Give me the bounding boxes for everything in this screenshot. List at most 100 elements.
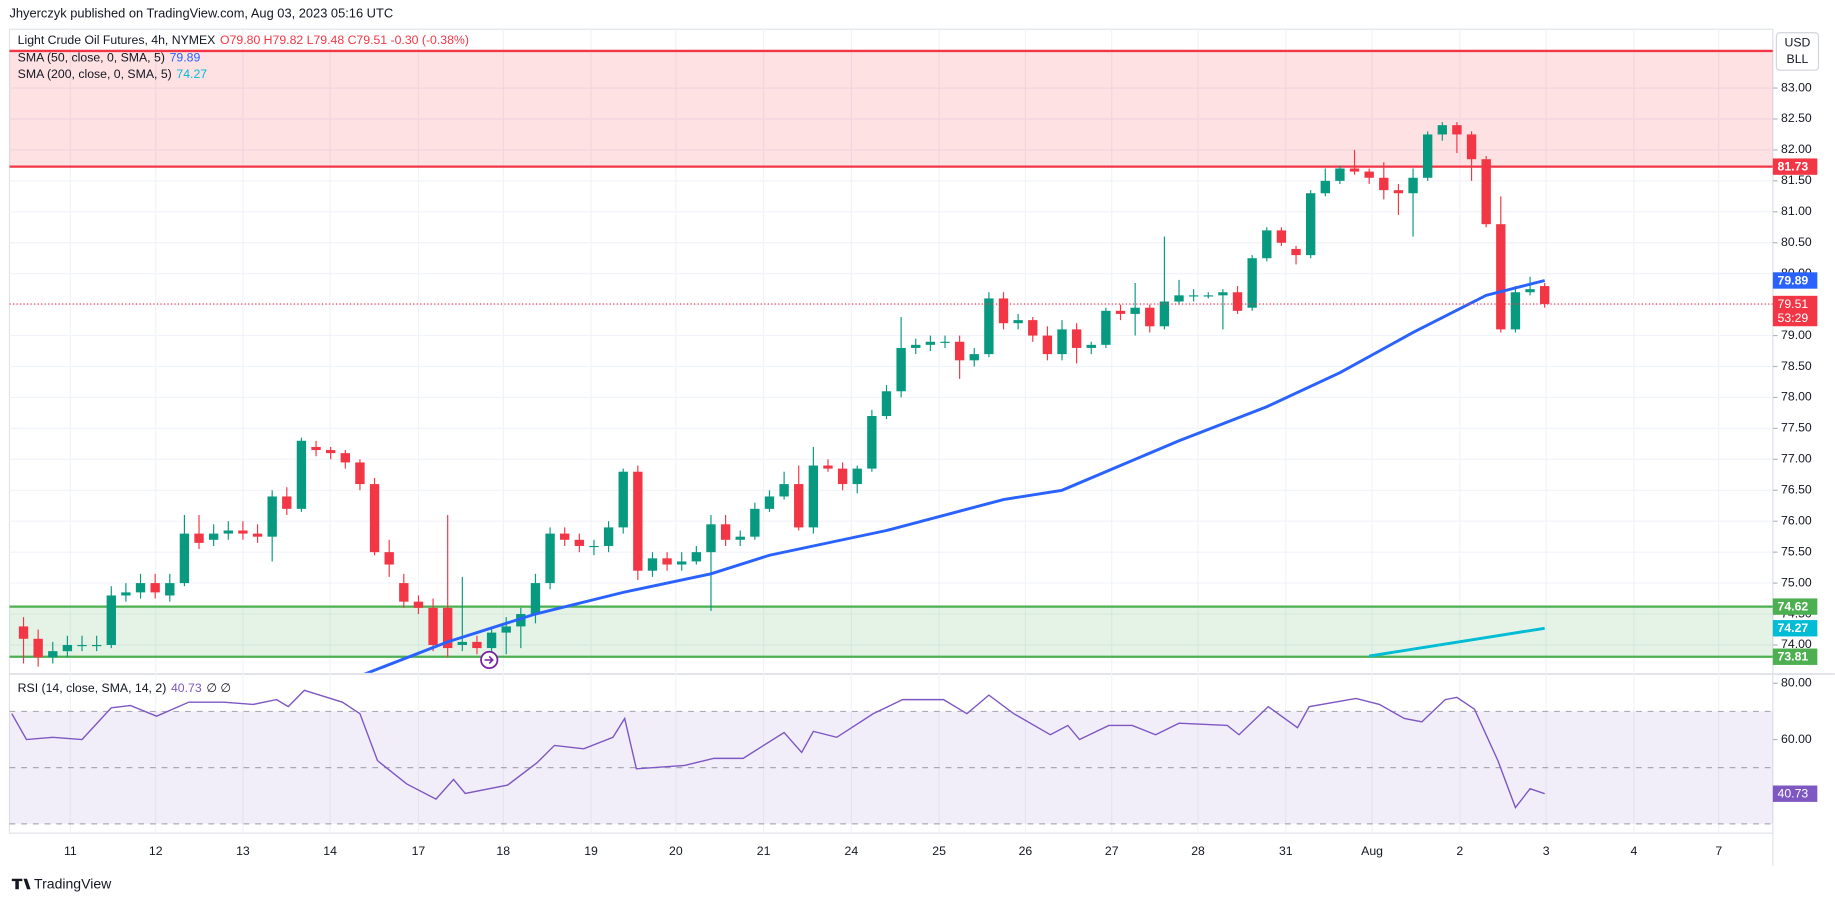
level-label: 81.73 — [1778, 159, 1809, 173]
candle-body — [706, 524, 716, 553]
y-tick-label: 81.00 — [1781, 204, 1812, 218]
legend-extra: ∅ ∅ — [206, 681, 231, 695]
x-tick-label: 3 — [1543, 844, 1550, 858]
candle-body — [77, 644, 87, 647]
candle-body — [1086, 344, 1096, 348]
candle-body — [1452, 125, 1462, 135]
candle-body — [194, 533, 204, 543]
candle-body — [633, 471, 643, 571]
candle-body — [1422, 134, 1433, 178]
candle-body — [1349, 168, 1360, 172]
unit-label: BLL — [1787, 52, 1809, 66]
candle-body — [618, 471, 628, 528]
countdown-label: 53:29 — [1778, 311, 1809, 325]
candle-body — [1145, 307, 1155, 327]
candle-body — [1247, 258, 1257, 308]
y-tick-label: 79.00 — [1781, 328, 1812, 342]
symbol-title: Light Crude Oil Futures, 4h, NYMEX — [18, 33, 216, 47]
y-tick-label: 75.00 — [1781, 575, 1812, 589]
sma-axis-label: 74.27 — [1778, 621, 1809, 635]
candle-body — [252, 533, 263, 537]
candle-body — [603, 527, 614, 546]
candle-body — [325, 450, 336, 454]
candle-body — [720, 524, 731, 540]
event-arrow — [484, 655, 494, 665]
level-label: 73.81 — [1778, 650, 1809, 664]
rsi-tick-label: 80.00 — [1781, 676, 1812, 690]
candle-body — [1188, 295, 1199, 297]
candle-body — [91, 644, 102, 647]
legend-name: RSI (14, close, SMA, 14, 2) — [18, 681, 167, 695]
brand: TradingView — [34, 875, 112, 891]
y-tick-label: 78.50 — [1781, 359, 1812, 373]
candle-body — [18, 626, 29, 639]
candle-body — [940, 341, 950, 343]
candle-body — [1335, 168, 1345, 181]
candle-body — [691, 552, 702, 562]
candle-body — [135, 583, 146, 593]
y-tick-label: 80.50 — [1781, 235, 1812, 249]
candle-body — [911, 344, 921, 348]
last-price-box — [1772, 295, 1818, 327]
candle-body — [282, 496, 292, 509]
candle-body — [852, 468, 862, 485]
candle-body — [764, 496, 775, 509]
candle-body — [369, 484, 380, 553]
y-tick-label: 76.00 — [1781, 513, 1812, 527]
candle-body — [384, 552, 394, 565]
candle-body — [443, 607, 453, 649]
candle-body — [925, 341, 936, 345]
unit-box[interactable] — [1775, 32, 1820, 71]
x-tick-label: Aug — [1361, 844, 1383, 858]
legend-name: SMA (50, close, 0, SMA, 5) — [18, 51, 165, 65]
candle-body — [1218, 292, 1228, 296]
y-tick-label: 74.00 — [1781, 637, 1812, 651]
x-tick-label: 18 — [496, 844, 510, 858]
candle-body — [1101, 310, 1111, 345]
y-tick-label: 81.50 — [1781, 173, 1812, 187]
candle-body — [998, 298, 1009, 324]
candle-body — [516, 614, 526, 627]
candle-body — [530, 583, 541, 615]
candle-body — [223, 530, 233, 534]
y-tick-label: 82.00 — [1781, 142, 1812, 156]
y-tick-label: 75.50 — [1781, 544, 1812, 558]
candle-body — [267, 496, 277, 537]
candle-body — [1130, 307, 1140, 314]
candle-body — [1071, 329, 1082, 348]
candle-body — [457, 641, 467, 645]
sma-line — [363, 279, 1546, 673]
x-tick-label: 20 — [669, 844, 683, 858]
candle-body — [1393, 190, 1404, 194]
candle-body — [1320, 180, 1330, 194]
candle-body — [106, 595, 116, 645]
x-tick-label: 14 — [323, 844, 337, 858]
legend-rsi: RSI (14, close, SMA, 14, 2) 40.73 ∅ ∅ — [18, 681, 231, 695]
legend-name: SMA (200, close, 0, SMA, 5) — [18, 67, 172, 81]
candle-body — [1408, 177, 1418, 194]
brand-logo — [11, 878, 31, 890]
candle-body — [954, 341, 965, 361]
x-tick-label: 17 — [412, 844, 426, 858]
y-tick-label: 78.00 — [1781, 390, 1812, 404]
candle-body — [1291, 248, 1301, 256]
legend-value: 74.27 — [176, 67, 207, 81]
x-tick-label: 26 — [1019, 844, 1033, 858]
legend-sma200: SMA (200, close, 0, SMA, 5) 74.27 — [18, 67, 208, 81]
sma-axis-label: 79.89 — [1778, 273, 1809, 287]
candle-body — [179, 533, 190, 584]
candle-body — [399, 583, 409, 602]
candle-body — [984, 298, 994, 355]
candle-body — [1305, 193, 1316, 256]
candle-body — [969, 354, 979, 361]
candle-body — [1510, 292, 1521, 330]
sma-axis-label-box — [1772, 272, 1818, 289]
x-tick-label: 21 — [757, 844, 771, 858]
legend-main: Light Crude Oil Futures, 4h, NYMEX O79.80… — [18, 33, 469, 47]
candle-body — [545, 533, 555, 584]
candle-body — [208, 533, 219, 540]
candle-body — [33, 638, 43, 658]
candle-body — [677, 561, 687, 565]
